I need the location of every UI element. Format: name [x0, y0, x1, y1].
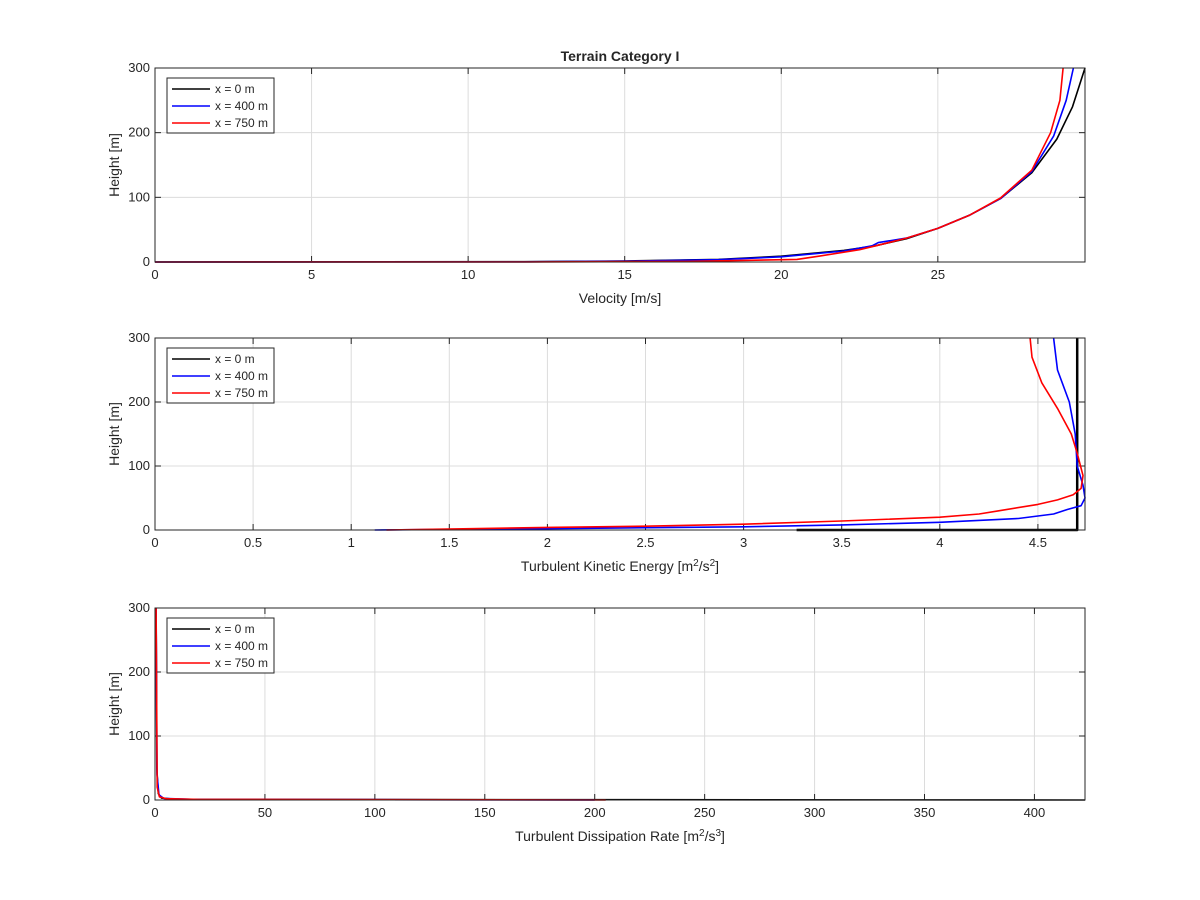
- x-axis-label-part: 3: [715, 828, 721, 839]
- series-line-400m: [374, 337, 1086, 531]
- x-tick-label: 400: [1024, 805, 1046, 820]
- x-tick-label: 250: [694, 805, 716, 820]
- x-axis-label-part: Turbulent Dissipation Rate [m: [515, 828, 699, 844]
- x-tick-label: 50: [258, 805, 272, 820]
- x-axis-label-part: /s: [699, 558, 710, 574]
- legend: x = 0 m x = 400 m x = 750 m: [166, 347, 275, 404]
- legend-entry: x = 400 m: [215, 369, 268, 383]
- x-tick-label: 0: [151, 267, 158, 282]
- x-tick-label: 0.5: [244, 535, 262, 550]
- y-tick-label: 0: [143, 254, 150, 269]
- plot-area: [155, 338, 1085, 530]
- x-tick-label: 3.5: [833, 535, 851, 550]
- series-line-750m: [386, 337, 1084, 531]
- y-tick-label: 0: [143, 792, 150, 807]
- legend-entry: x = 750 m: [215, 386, 268, 400]
- plot-area: [155, 608, 1085, 800]
- legend-entry: x = 0 m: [215, 82, 255, 96]
- x-axis-label-part: ]: [721, 828, 725, 844]
- y-tick-label: 100: [128, 189, 150, 204]
- axes-box: [154, 337, 1086, 531]
- legend: x = 0 m x = 400 m x = 750 m: [166, 617, 275, 674]
- x-axis-label: Turbulent Dissipation Rate [m2/s3]: [515, 828, 725, 844]
- y-tick-label: 300: [128, 60, 150, 75]
- x-axis-label-part: 2: [710, 558, 716, 569]
- y-axis-label: Height [m]: [106, 133, 122, 197]
- legend-entry: x = 750 m: [215, 116, 268, 130]
- x-axis-label-part: 2: [699, 828, 705, 839]
- axes-box: [154, 67, 1086, 263]
- x-tick-label: 1.5: [440, 535, 458, 550]
- x-axis-label-part: Turbulent Kinetic Energy [m: [521, 558, 693, 574]
- axes-box: [154, 607, 1086, 801]
- x-tick-label: 0: [151, 805, 158, 820]
- subplot-1: 0 5 10 15 20 25 0 100 200 300 Terrain Category I Ve…: [106, 48, 1086, 306]
- x-tick-label: 150: [474, 805, 496, 820]
- x-axis-label: Velocity [m/s]: [579, 290, 661, 306]
- x-tick-label: 10: [461, 267, 475, 282]
- y-axis-label: Height [m]: [106, 402, 122, 466]
- y-tick-label: 100: [128, 728, 150, 743]
- x-tick-label: 0: [151, 535, 158, 550]
- series-line-750m: [154, 67, 1064, 263]
- x-tick-label: 20: [774, 267, 788, 282]
- x-axis-label-part: 2: [693, 558, 699, 569]
- y-tick-label: 200: [128, 125, 150, 140]
- y-tick-label: 300: [128, 330, 150, 345]
- y-tick-label: 200: [128, 394, 150, 409]
- chart-title: Terrain Category I: [561, 48, 680, 64]
- series-line-400m: [154, 67, 1075, 263]
- x-tick-label: 2: [544, 535, 551, 550]
- y-tick-label: 300: [128, 600, 150, 615]
- y-tick-label: 0: [143, 522, 150, 537]
- x-tick-label: 4.5: [1029, 535, 1047, 550]
- legend-entry: x = 0 m: [215, 352, 255, 366]
- x-axis-label: Turbulent Kinetic Energy [m2/s2]: [521, 558, 719, 574]
- x-tick-label: 2.5: [636, 535, 654, 550]
- y-axis-label: Height [m]: [106, 672, 122, 736]
- x-tick-label: 1: [348, 535, 355, 550]
- x-tick-label: 15: [617, 267, 631, 282]
- legend-entry: x = 400 m: [215, 99, 268, 113]
- x-axis-label-part: /s: [705, 828, 716, 844]
- x-tick-label: 100: [364, 805, 386, 820]
- x-tick-label: 350: [914, 805, 936, 820]
- legend-entry: x = 750 m: [215, 656, 268, 670]
- x-tick-label: 25: [931, 267, 945, 282]
- x-tick-label: 3: [740, 535, 747, 550]
- subplot-2: 0 0.5 1 1.5 2 2.5 3 3.5 4 4.5 0 100 200 300 Turbulent …: [106, 330, 1086, 574]
- y-tick-label: 100: [128, 458, 150, 473]
- legend: x = 0 m x = 400 m x = 750 m: [166, 77, 275, 134]
- x-tick-label: 5: [308, 267, 315, 282]
- y-tick-label: 200: [128, 664, 150, 679]
- subplot-3: 0 50 100 150 200 250 300 350 400 0 100 200 300 Turbul…: [106, 600, 1086, 844]
- x-axis-label-part: ]: [715, 558, 719, 574]
- x-tick-label: 4: [936, 535, 943, 550]
- legend-entry: x = 400 m: [215, 639, 268, 653]
- legend-entry: x = 0 m: [215, 622, 255, 636]
- x-tick-label: 200: [584, 805, 606, 820]
- plot-area: [155, 68, 1085, 262]
- x-tick-label: 300: [804, 805, 826, 820]
